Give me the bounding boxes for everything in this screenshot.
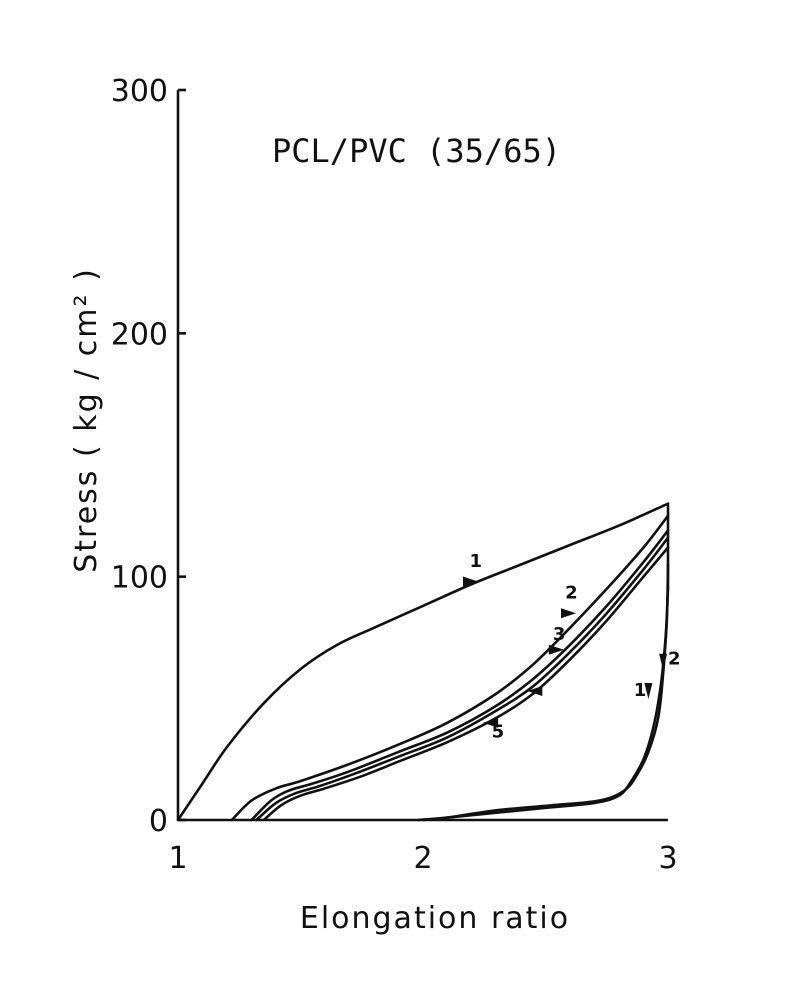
curve-load-1 <box>176 502 670 822</box>
cycle-label: 1 <box>634 680 647 701</box>
y-tick-label: 0 <box>149 804 168 839</box>
cycle-label: 5 <box>492 721 505 742</box>
arrow-down <box>644 683 653 699</box>
x-axis-label: Elongation ratio <box>300 901 570 936</box>
cycle-label: 2 <box>668 648 681 669</box>
curve-load-5 <box>262 546 670 822</box>
curves <box>176 502 670 822</box>
arrow-down <box>659 653 668 670</box>
cycle-label: 2 <box>565 583 578 604</box>
x-ticks: 1 2 3 <box>168 841 677 876</box>
x-tick-label: 3 <box>658 841 677 876</box>
curve-load-4 <box>255 536 670 822</box>
y-ticks: 0 100 200 300 <box>111 74 186 839</box>
arrow-left <box>483 717 499 728</box>
y-tick-label: 300 <box>111 74 168 109</box>
y-tick-label: 200 <box>111 317 168 352</box>
curve-load-2 <box>230 514 670 822</box>
curve-unload-2 <box>421 563 670 822</box>
chart-title: PCL/PVC (35/65) <box>272 132 561 170</box>
arrow-right <box>561 608 576 619</box>
arrow-right <box>463 576 478 587</box>
x-tick-label: 1 <box>168 841 187 876</box>
y-tick-label: 100 <box>111 561 168 596</box>
cycle-label: 3 <box>553 624 566 645</box>
arrow-left <box>527 686 543 696</box>
arrow-right <box>548 644 564 655</box>
curve-load-3 <box>250 529 670 822</box>
x-tick-label: 2 <box>413 841 432 876</box>
direction-arrows <box>463 576 668 728</box>
y-axis-label: Stress ( kg / cm² ) <box>69 267 104 573</box>
cycle-label: 1 <box>470 551 483 572</box>
